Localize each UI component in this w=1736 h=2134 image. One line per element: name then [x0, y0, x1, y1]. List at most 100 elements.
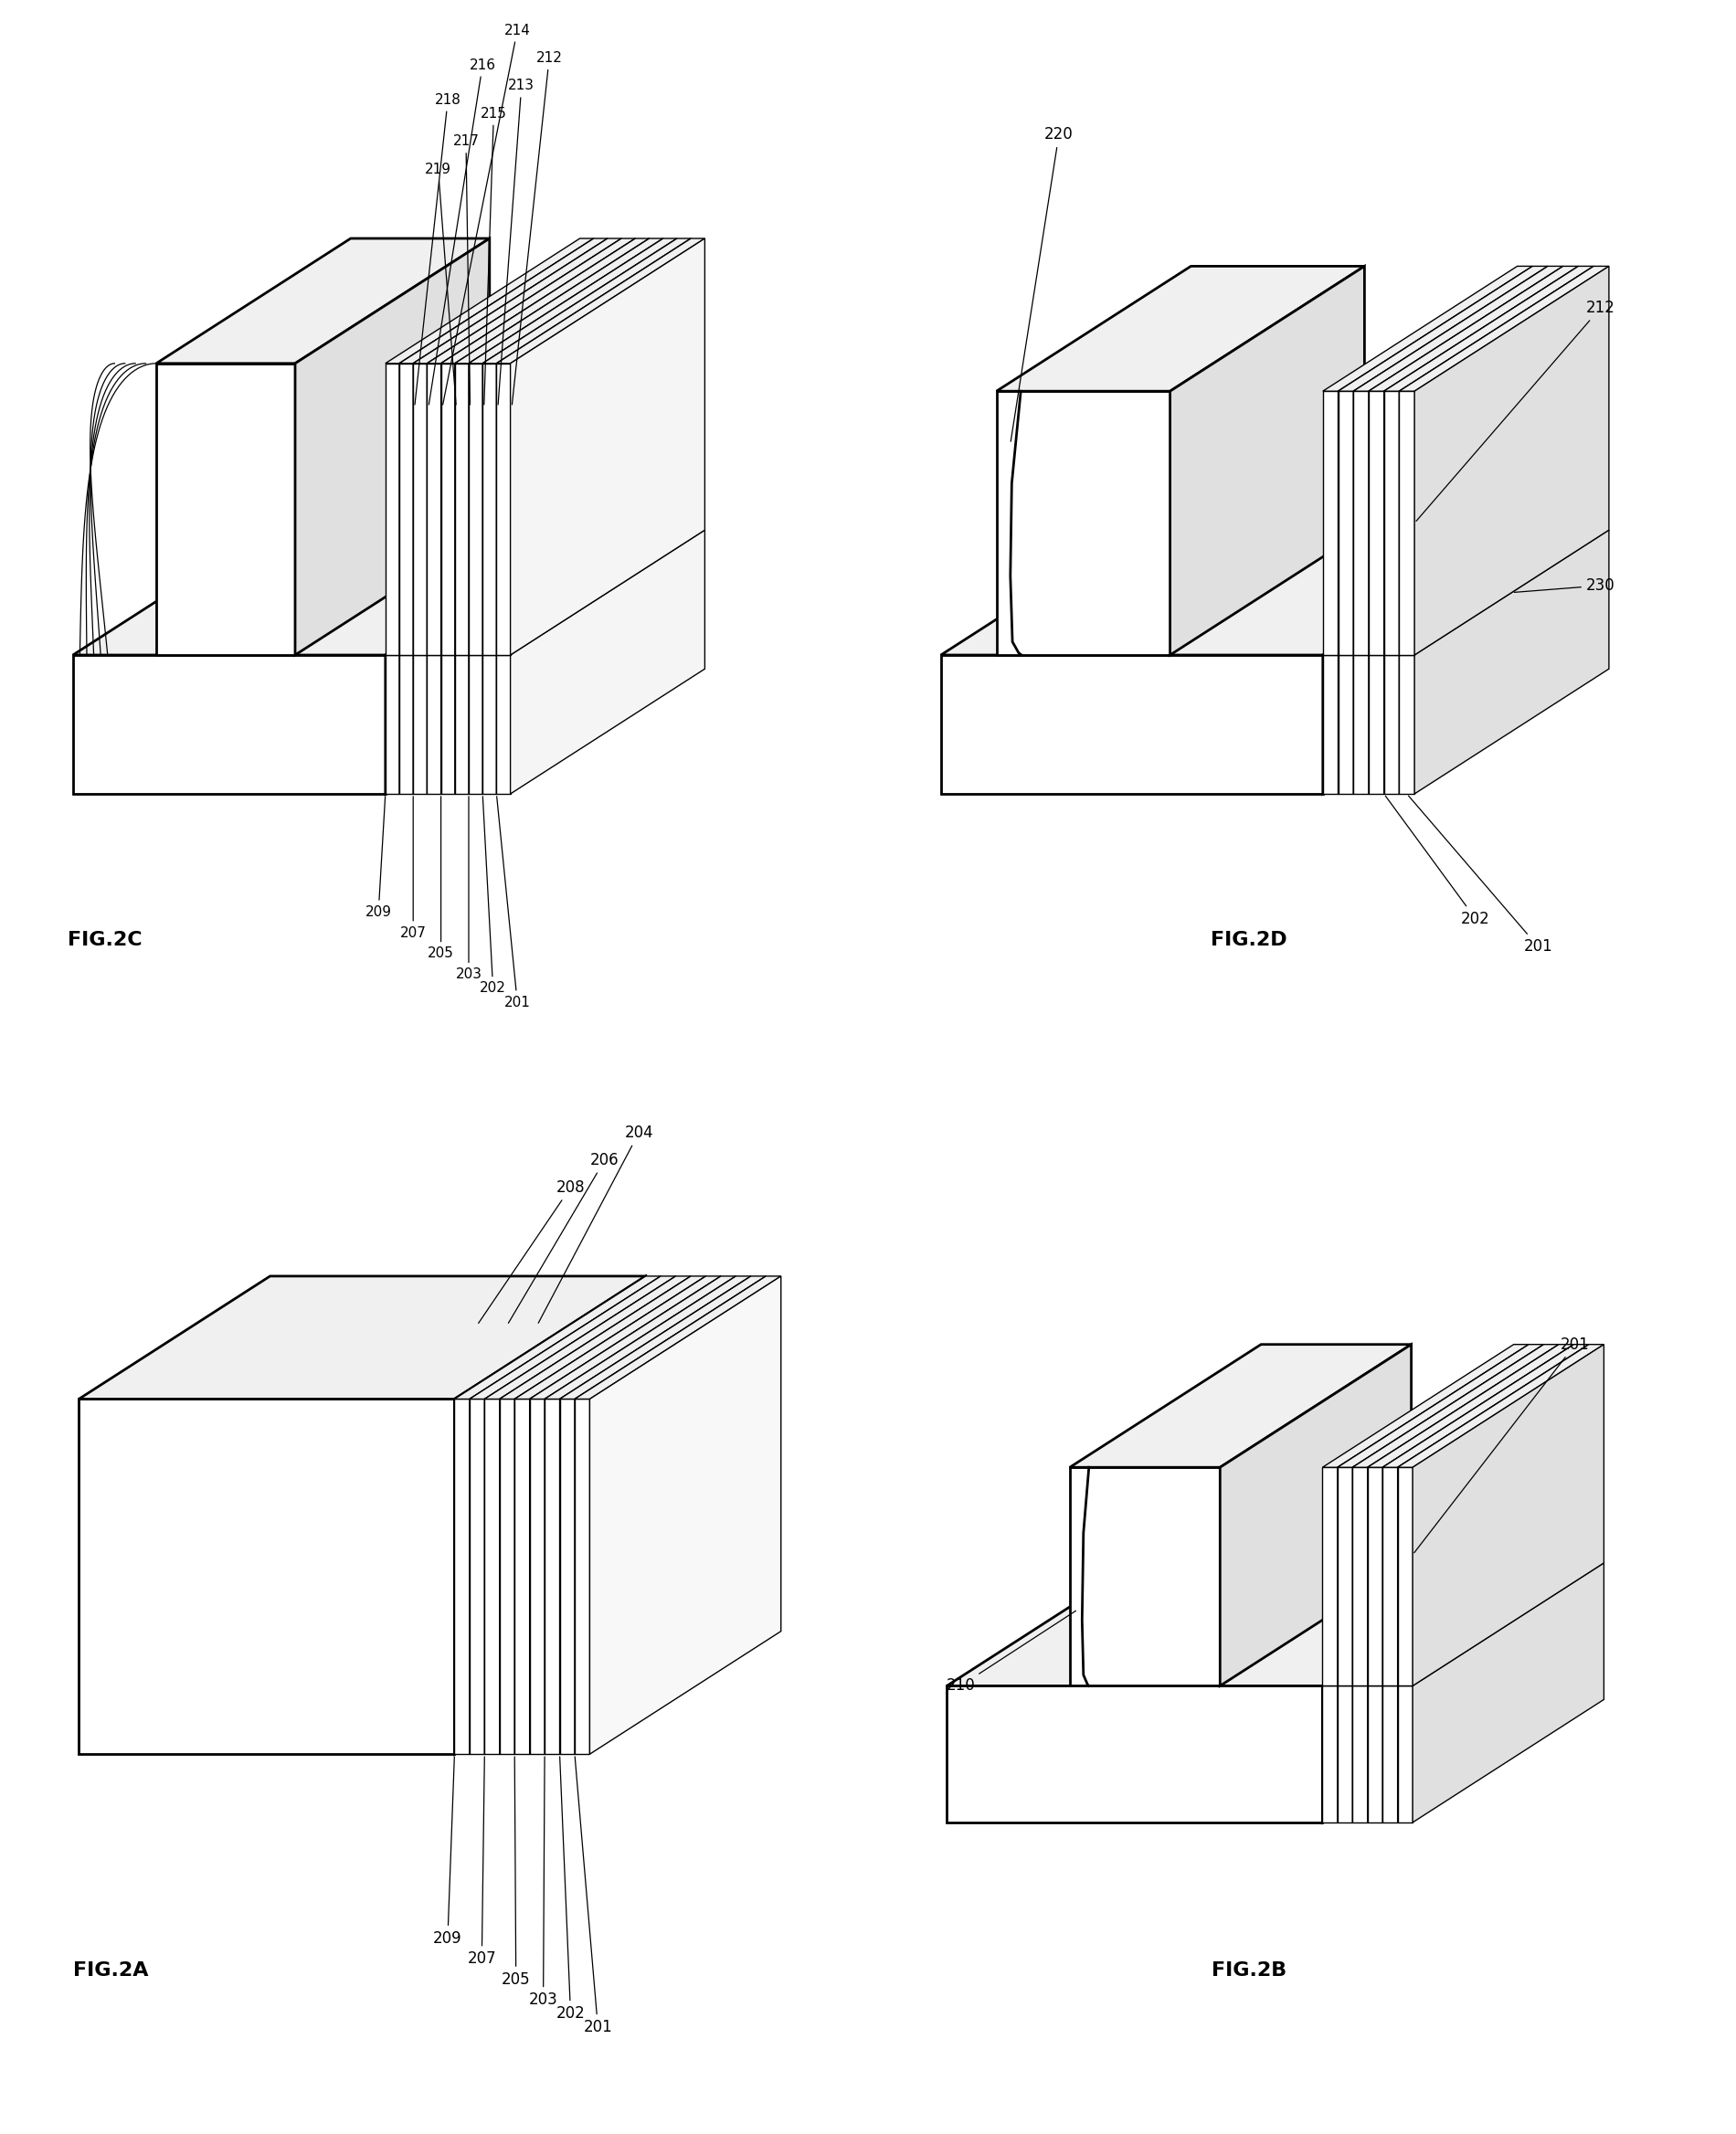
Polygon shape — [514, 1276, 720, 1400]
Polygon shape — [1368, 1344, 1575, 1468]
Polygon shape — [1382, 1344, 1575, 1686]
Polygon shape — [385, 655, 399, 794]
Polygon shape — [427, 239, 621, 655]
Text: FIG.2C: FIG.2C — [68, 930, 142, 950]
Polygon shape — [496, 363, 510, 655]
Polygon shape — [1415, 529, 1609, 794]
Text: 201: 201 — [1415, 1336, 1590, 1554]
Polygon shape — [1323, 655, 1338, 794]
Polygon shape — [1384, 655, 1399, 794]
Polygon shape — [469, 239, 677, 363]
Polygon shape — [413, 529, 621, 655]
Text: 219: 219 — [425, 162, 457, 405]
Polygon shape — [455, 529, 649, 794]
Polygon shape — [399, 239, 608, 363]
Polygon shape — [1323, 1468, 1337, 1686]
Polygon shape — [1352, 1468, 1368, 1686]
Polygon shape — [385, 363, 399, 655]
Polygon shape — [1399, 529, 1609, 655]
Polygon shape — [427, 363, 441, 655]
Polygon shape — [483, 239, 691, 363]
Text: 207: 207 — [399, 796, 427, 939]
Polygon shape — [1368, 267, 1578, 391]
Polygon shape — [496, 655, 510, 794]
Polygon shape — [1368, 1562, 1575, 1686]
Polygon shape — [1399, 391, 1415, 655]
Polygon shape — [156, 239, 490, 363]
Polygon shape — [1337, 1468, 1352, 1686]
Text: 230: 230 — [1514, 578, 1614, 593]
Polygon shape — [529, 1276, 720, 1754]
Polygon shape — [1354, 267, 1549, 655]
Polygon shape — [484, 1400, 500, 1754]
Text: 202: 202 — [556, 1756, 585, 2021]
Polygon shape — [946, 1562, 1514, 1686]
Polygon shape — [1413, 1344, 1604, 1686]
Polygon shape — [399, 529, 608, 655]
Polygon shape — [399, 529, 594, 794]
Polygon shape — [575, 1276, 781, 1400]
Polygon shape — [385, 529, 580, 794]
Polygon shape — [1382, 1562, 1588, 1686]
Polygon shape — [483, 363, 496, 655]
Polygon shape — [1397, 1468, 1413, 1686]
Text: 206: 206 — [509, 1152, 620, 1323]
Polygon shape — [1399, 267, 1609, 391]
Polygon shape — [427, 529, 621, 794]
Polygon shape — [455, 529, 663, 655]
Polygon shape — [1323, 529, 1517, 794]
Polygon shape — [510, 529, 705, 794]
Polygon shape — [996, 267, 1364, 391]
Polygon shape — [455, 239, 663, 363]
Polygon shape — [455, 655, 469, 794]
Polygon shape — [1220, 1344, 1411, 1686]
Polygon shape — [1337, 1344, 1529, 1686]
Polygon shape — [1323, 267, 1533, 391]
Polygon shape — [1352, 1562, 1559, 1686]
Polygon shape — [1338, 267, 1549, 391]
Polygon shape — [1338, 267, 1533, 655]
Polygon shape — [469, 1276, 661, 1754]
Polygon shape — [1338, 391, 1354, 655]
Text: 205: 205 — [502, 1756, 531, 1987]
Polygon shape — [1354, 529, 1562, 655]
Polygon shape — [1384, 267, 1594, 391]
Polygon shape — [441, 655, 455, 794]
Text: 205: 205 — [427, 796, 455, 960]
Polygon shape — [1170, 267, 1364, 655]
Polygon shape — [1384, 267, 1578, 655]
Polygon shape — [496, 529, 705, 655]
Polygon shape — [385, 529, 594, 655]
Polygon shape — [455, 1400, 469, 1754]
Polygon shape — [941, 655, 1323, 794]
Polygon shape — [1337, 1562, 1543, 1686]
Polygon shape — [413, 363, 427, 655]
Text: 220: 220 — [1010, 126, 1073, 442]
Text: 214: 214 — [443, 23, 531, 405]
Polygon shape — [483, 239, 677, 655]
Polygon shape — [1368, 391, 1384, 655]
Polygon shape — [1337, 1344, 1543, 1468]
Polygon shape — [441, 363, 455, 655]
Text: 204: 204 — [538, 1125, 653, 1323]
Polygon shape — [1352, 1686, 1368, 1822]
Polygon shape — [1384, 391, 1399, 655]
Polygon shape — [559, 1276, 766, 1400]
Polygon shape — [1338, 655, 1354, 794]
Polygon shape — [427, 529, 635, 655]
Polygon shape — [1354, 655, 1368, 794]
Text: 202: 202 — [479, 796, 507, 994]
Polygon shape — [941, 529, 1517, 655]
Polygon shape — [413, 239, 608, 655]
Polygon shape — [399, 655, 413, 794]
Polygon shape — [441, 529, 649, 655]
Polygon shape — [1413, 1562, 1604, 1822]
Polygon shape — [483, 529, 677, 794]
Text: 201: 201 — [496, 796, 531, 1009]
Text: 210: 210 — [946, 1611, 1076, 1694]
Polygon shape — [1384, 529, 1594, 655]
Polygon shape — [455, 1276, 661, 1400]
Polygon shape — [1338, 529, 1533, 794]
Polygon shape — [1382, 1344, 1588, 1468]
Polygon shape — [496, 239, 705, 363]
